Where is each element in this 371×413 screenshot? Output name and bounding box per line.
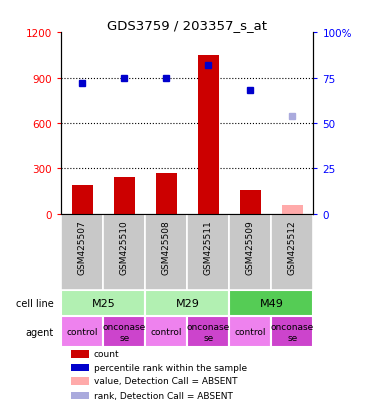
Text: control: control <box>235 328 266 337</box>
Bar <box>145 214 187 290</box>
Text: onconase
se: onconase se <box>187 323 230 342</box>
Bar <box>187 317 229 348</box>
Bar <box>145 317 187 348</box>
Bar <box>229 290 313 317</box>
Bar <box>103 317 145 348</box>
Text: M29: M29 <box>175 299 199 309</box>
Bar <box>61 290 145 317</box>
Text: GSM425511: GSM425511 <box>204 219 213 274</box>
Text: GSM425508: GSM425508 <box>162 219 171 274</box>
Bar <box>71 364 89 372</box>
Bar <box>72 185 93 214</box>
Bar <box>187 214 229 290</box>
Bar <box>145 290 229 317</box>
Bar <box>61 317 103 348</box>
Bar <box>229 214 272 290</box>
Bar <box>240 191 261 214</box>
Text: GSM425507: GSM425507 <box>78 219 87 274</box>
Bar <box>272 214 313 290</box>
Bar <box>272 317 313 348</box>
Bar <box>61 214 103 290</box>
Title: GDS3759 / 203357_s_at: GDS3759 / 203357_s_at <box>107 19 267 32</box>
Text: onconase
se: onconase se <box>271 323 314 342</box>
Text: value, Detection Call = ABSENT: value, Detection Call = ABSENT <box>93 377 237 385</box>
Text: GSM425509: GSM425509 <box>246 219 255 274</box>
Text: control: control <box>66 328 98 337</box>
Bar <box>71 377 89 385</box>
Text: rank, Detection Call = ABSENT: rank, Detection Call = ABSENT <box>93 391 232 400</box>
Bar <box>114 178 135 214</box>
Text: M49: M49 <box>259 299 283 309</box>
Text: agent: agent <box>25 327 54 337</box>
Bar <box>103 214 145 290</box>
Text: percentile rank within the sample: percentile rank within the sample <box>93 363 247 373</box>
Bar <box>71 350 89 358</box>
Text: GSM425510: GSM425510 <box>120 219 129 274</box>
Text: M25: M25 <box>91 299 115 309</box>
Bar <box>156 173 177 214</box>
Text: GSM425512: GSM425512 <box>288 219 297 274</box>
Text: cell line: cell line <box>16 299 54 309</box>
Bar <box>229 317 272 348</box>
Bar <box>198 56 219 214</box>
Text: control: control <box>151 328 182 337</box>
Text: onconase
se: onconase se <box>103 323 146 342</box>
Text: count: count <box>93 350 119 358</box>
Bar <box>71 392 89 399</box>
Bar <box>282 205 303 214</box>
